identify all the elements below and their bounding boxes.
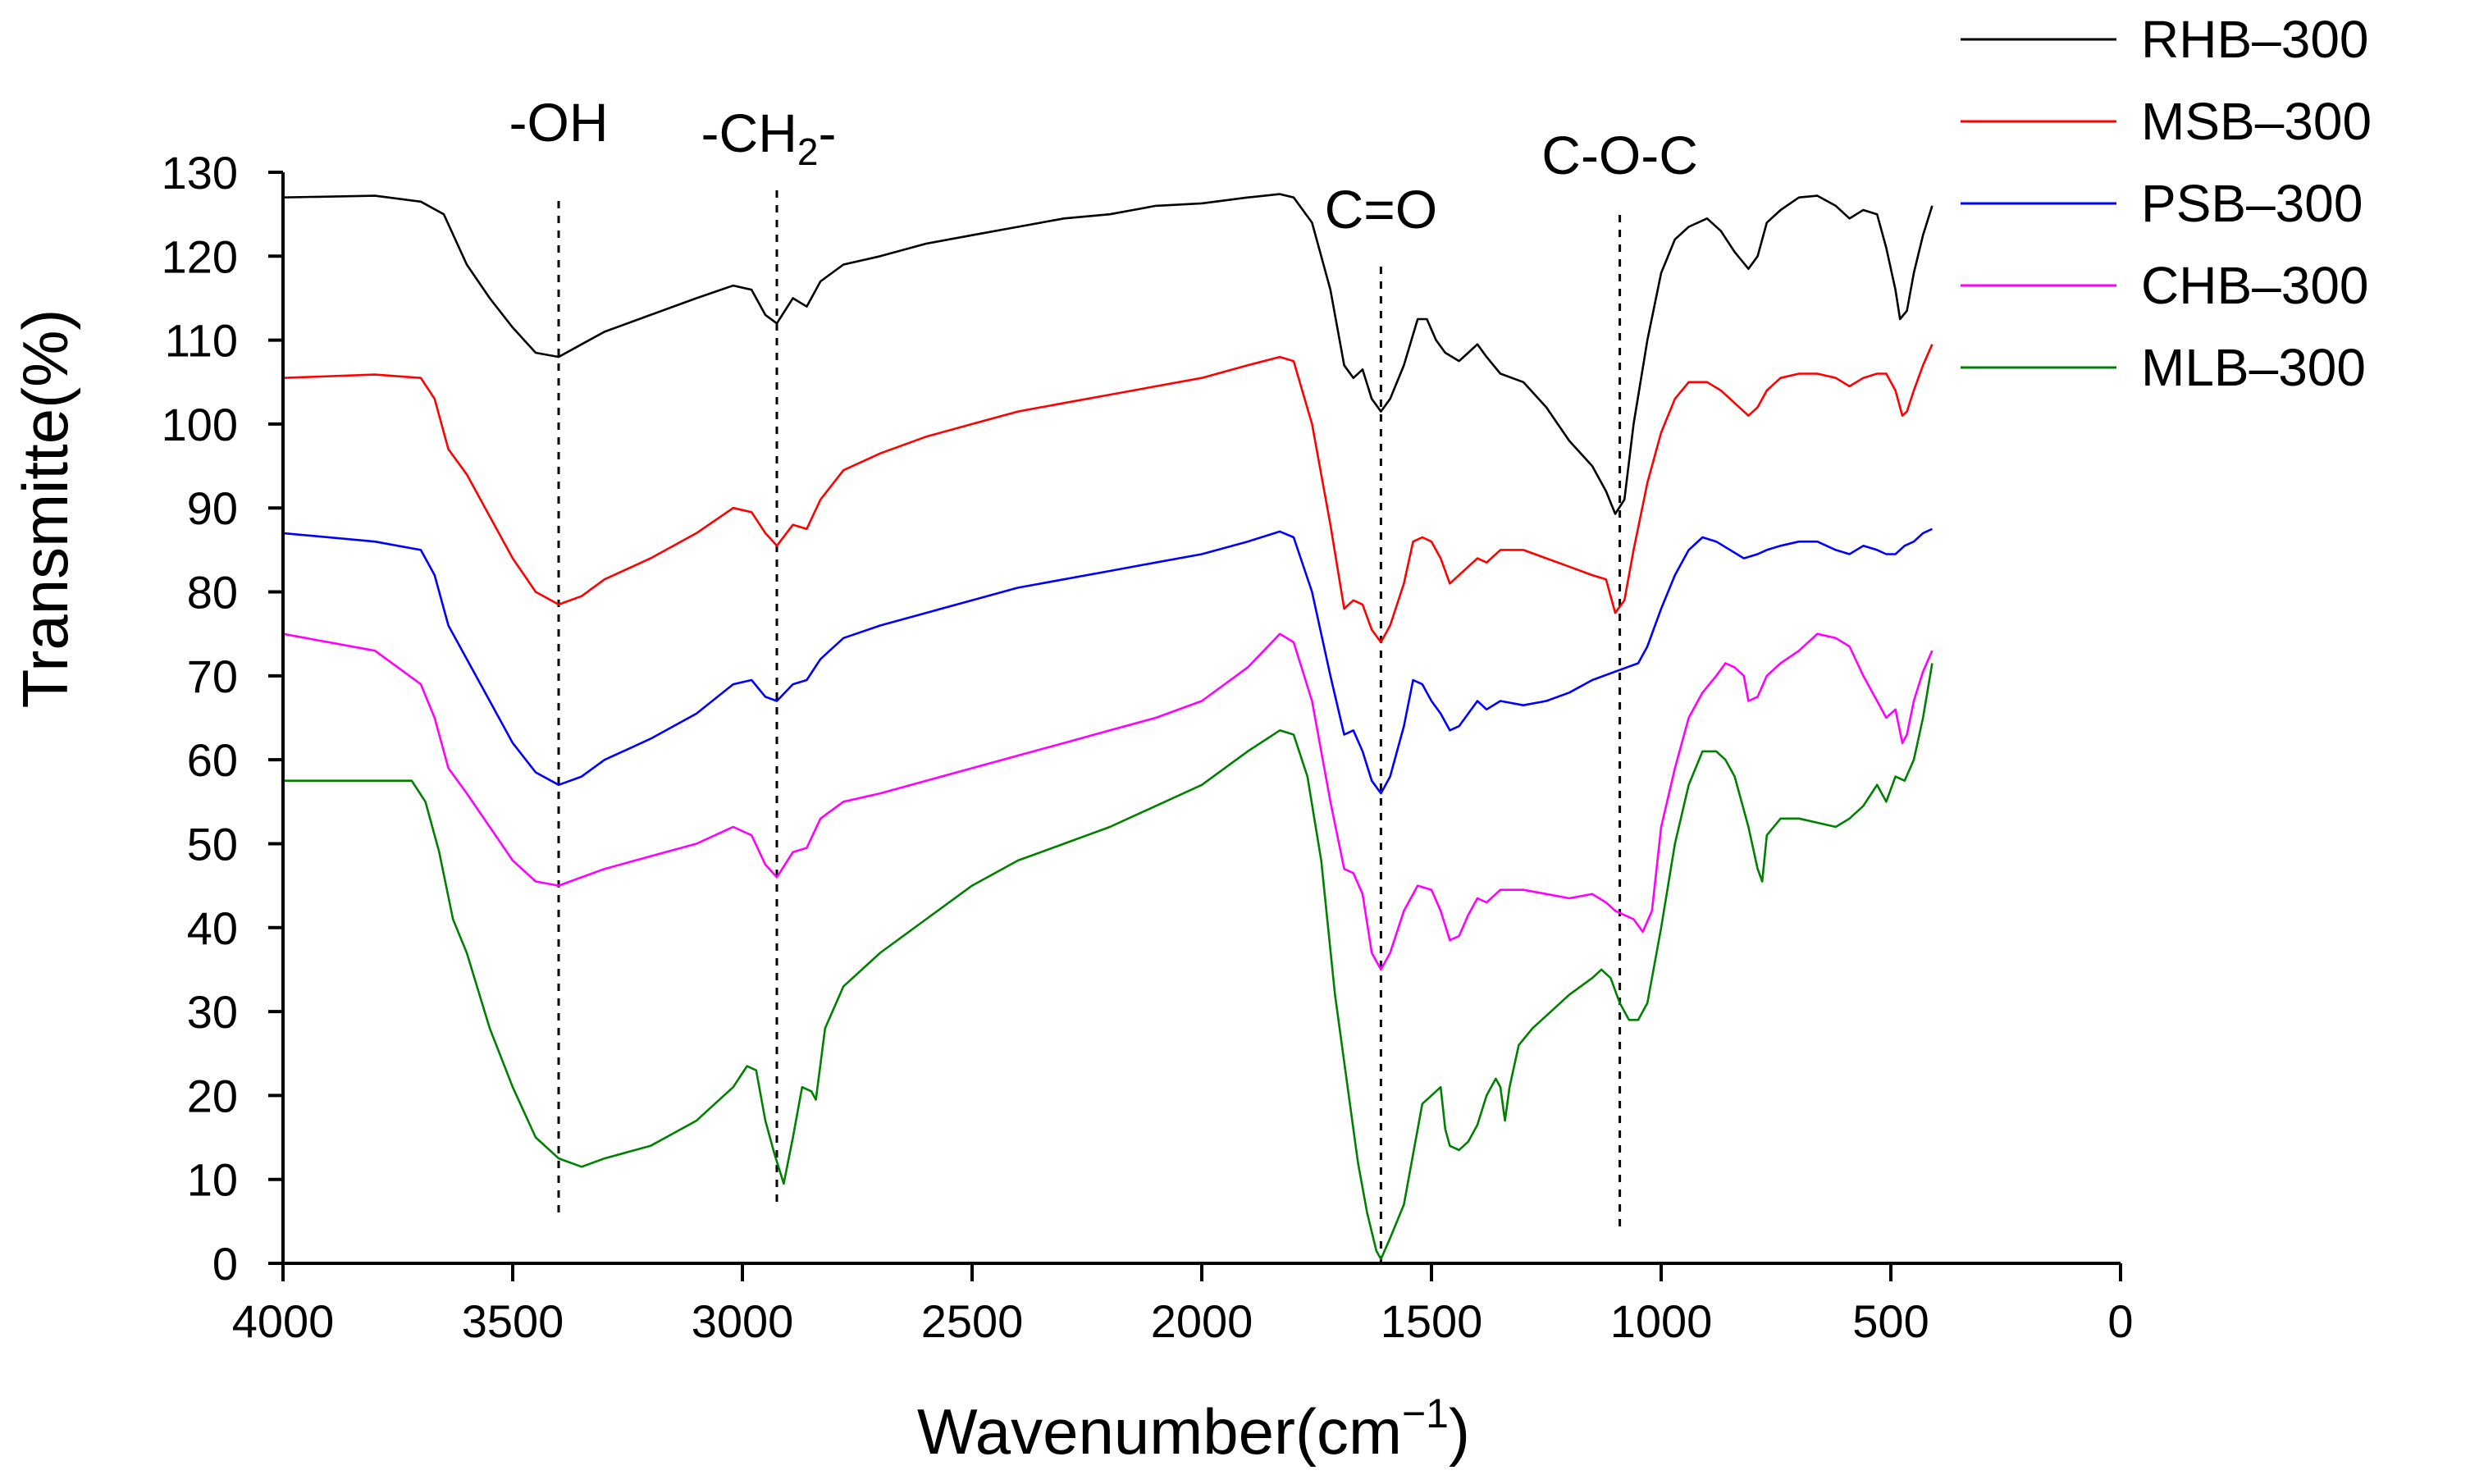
y-tick-label: 110 <box>165 315 238 367</box>
y-tick-label: 30 <box>187 986 238 1038</box>
peak-annotation: -OH <box>509 92 609 153</box>
x-tick-label: 500 <box>1852 1295 1929 1347</box>
x-tick-label: 3000 <box>692 1295 794 1347</box>
x-tick-label: 1500 <box>1381 1295 1483 1347</box>
x-axis-title-superscript: −1 <box>1402 1390 1449 1436</box>
y-tick-label: 120 <box>162 231 238 282</box>
y-tick-label: 70 <box>187 651 238 702</box>
series-line-mlb-300 <box>283 663 1934 1261</box>
y-axis-title: Transmitte(%) <box>9 309 81 709</box>
x-tick-label: 1000 <box>1610 1295 1713 1347</box>
guide-lines-layer <box>557 190 1622 1267</box>
peak-annotation: -CH2- <box>701 103 837 173</box>
y-tick-label: 20 <box>187 1070 238 1121</box>
x-axis-title-main: Wavenumber(cm <box>917 1395 1402 1468</box>
y-tick-label: 80 <box>187 567 238 619</box>
legend-label: CHB–300 <box>2141 256 2369 315</box>
y-tick-label: 100 <box>162 399 238 450</box>
ticks-layer: 0 10 20 30 40 50 60 70 80 90 100 110 120 130 4000 3500 3… <box>162 147 2134 1347</box>
legend-label: MSB–300 <box>2141 92 2372 151</box>
x-tick-label: 3500 <box>462 1295 564 1347</box>
series-layer <box>282 193 1934 1261</box>
x-tick-label: 2000 <box>1151 1295 1253 1347</box>
legend: RHB–300 MSB–300 PSB–300 CHB–300 MLB–300 <box>1961 10 2372 397</box>
series-line-psb-300 <box>282 527 1933 795</box>
y-tick-label: 50 <box>187 818 238 870</box>
series-line-msb-300 <box>282 344 1934 644</box>
peak-annotation: C-O-C <box>1541 125 1698 185</box>
series-line-rhb-300 <box>282 193 1934 515</box>
annotations-layer: -OH -CH2- C=O C-O-C <box>509 92 1698 240</box>
x-axis-title-end: ) <box>1449 1395 1470 1468</box>
x-axis-title: Wavenumber(cm−1) <box>917 1390 1470 1468</box>
y-tick-label: 0 <box>212 1238 238 1290</box>
y-tick-label: 130 <box>162 147 238 199</box>
y-tick-label: 40 <box>187 902 238 954</box>
x-tick-label: 4000 <box>232 1295 335 1347</box>
y-tick-label: 60 <box>187 734 238 786</box>
peak-annotation: C=O <box>1325 179 1438 240</box>
x-tick-label: 0 <box>2107 1295 2133 1347</box>
y-tick-label: 90 <box>187 482 238 534</box>
legend-label: RHB–300 <box>2141 10 2369 69</box>
legend-label: PSB–300 <box>2141 174 2363 233</box>
legend-label: MLB–300 <box>2141 338 2366 397</box>
series-line-chb-300 <box>282 632 1934 971</box>
x-tick-label: 2500 <box>921 1295 1024 1347</box>
y-tick-label: 10 <box>187 1154 238 1206</box>
